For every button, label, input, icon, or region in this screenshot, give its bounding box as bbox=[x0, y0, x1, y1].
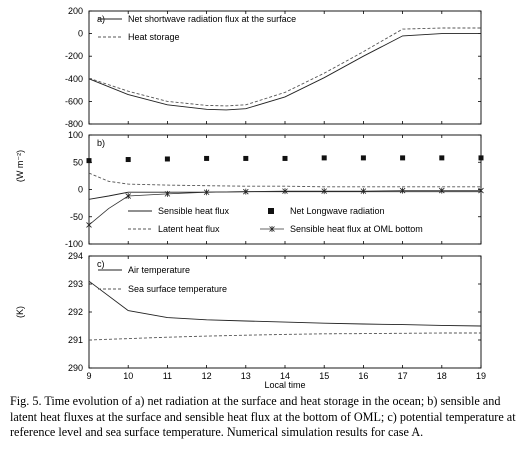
data-point bbox=[243, 155, 249, 161]
y-tick-label: -600 bbox=[65, 96, 83, 106]
y-tick-label: 50 bbox=[73, 157, 83, 167]
x-axis-label: Local time bbox=[264, 380, 305, 390]
x-tick-label: 12 bbox=[202, 371, 212, 381]
x-tick-label: 11 bbox=[163, 371, 172, 381]
data-point bbox=[360, 188, 367, 195]
data-point bbox=[282, 155, 288, 161]
y-tick-label: -200 bbox=[65, 51, 83, 61]
panel-label: b) bbox=[97, 138, 105, 148]
x-tick-label: 14 bbox=[280, 371, 290, 381]
data-point bbox=[164, 190, 171, 197]
y-tick-label: 100 bbox=[68, 130, 83, 140]
data-point bbox=[478, 187, 484, 194]
series-sensible-heat-flux-at-oml-bottom bbox=[86, 187, 484, 228]
y-tick-label: 292 bbox=[68, 307, 83, 317]
series-air-temperature bbox=[88, 280, 482, 327]
y-tick-label: 290 bbox=[68, 363, 83, 373]
y-tick-label: 200 bbox=[68, 6, 83, 16]
legend-marker bbox=[269, 226, 275, 232]
panel-label: c) bbox=[97, 259, 105, 269]
plot-frame bbox=[88, 10, 482, 125]
legend-label: Latent heat flux bbox=[158, 224, 220, 234]
legend-label: Air temperature bbox=[128, 265, 190, 275]
x-tick-label: 15 bbox=[319, 371, 329, 381]
series-line bbox=[88, 33, 481, 111]
series-line bbox=[88, 172, 481, 188]
legend-label: Heat storage bbox=[128, 32, 180, 42]
legend-entry: Latent heat flux bbox=[128, 224, 220, 234]
y-tick-label: 0 bbox=[78, 29, 83, 39]
legend-entry: Air temperature bbox=[98, 265, 190, 275]
x-tick-label: 13 bbox=[241, 371, 251, 381]
data-point bbox=[243, 188, 249, 195]
data-point bbox=[439, 187, 445, 194]
data-point bbox=[321, 155, 327, 161]
x-tick-label: 9 bbox=[86, 371, 91, 381]
data-point bbox=[400, 155, 406, 161]
series-line bbox=[88, 27, 481, 107]
legend-entry: Net Longwave radiation bbox=[268, 206, 385, 216]
series-line bbox=[88, 280, 482, 327]
y-tick-label: 293 bbox=[68, 279, 83, 289]
data-point bbox=[439, 155, 445, 161]
figure-caption: Fig. 5. Time evolution of a) net radiati… bbox=[10, 394, 516, 439]
data-point bbox=[164, 156, 170, 162]
data-point bbox=[203, 189, 210, 196]
legend-entry: Sensible heat flux at OML bottom bbox=[260, 224, 423, 234]
y-tick-label: -400 bbox=[65, 74, 83, 84]
series-line bbox=[88, 332, 481, 341]
y-tick-label: -800 bbox=[65, 119, 83, 129]
shared-y-axis-label: (W m⁻²) bbox=[15, 150, 25, 182]
x-tick-label: 19 bbox=[476, 371, 486, 381]
legend-entry: Sea surface temperature bbox=[98, 284, 227, 294]
legend-label: Sensible heat flux at OML bottom bbox=[290, 224, 423, 234]
legend-label: Sea surface temperature bbox=[128, 284, 227, 294]
legend-label: Net Longwave radiation bbox=[290, 206, 385, 216]
series-line bbox=[88, 190, 481, 226]
legend-label: Net shortwave radiation flux at the surf… bbox=[128, 14, 296, 24]
legend-entry: Heat storage bbox=[98, 32, 180, 42]
series-sea-surface-temperature bbox=[88, 332, 481, 341]
y-tick-label: -50 bbox=[70, 212, 83, 222]
x-tick-label: 16 bbox=[358, 371, 368, 381]
data-point bbox=[321, 188, 327, 195]
data-point bbox=[478, 155, 484, 161]
data-point bbox=[125, 193, 131, 200]
data-point bbox=[360, 155, 366, 161]
data-point bbox=[125, 157, 131, 163]
legend-marker bbox=[268, 208, 274, 214]
series-net-longwave-radiation bbox=[86, 155, 484, 164]
panel-b: 100 50 0 -50 -100 b) Sensible heat flux Latent … bbox=[65, 130, 484, 249]
x-tick-label: 18 bbox=[437, 371, 447, 381]
data-point bbox=[86, 221, 92, 228]
y-axis-label: (K) bbox=[15, 306, 25, 318]
legend-entry: Net shortwave radiation flux at the surf… bbox=[98, 14, 296, 24]
y-tick-label: -100 bbox=[65, 239, 83, 249]
x-tick-label: 10 bbox=[123, 371, 133, 381]
data-point bbox=[86, 158, 92, 164]
x-tick-label: 17 bbox=[398, 371, 408, 381]
data-point bbox=[204, 155, 210, 161]
series-latent-heat-flux bbox=[88, 172, 481, 188]
data-point bbox=[399, 187, 406, 194]
y-tick-label: 0 bbox=[78, 185, 83, 195]
y-tick-label: 291 bbox=[68, 335, 83, 345]
data-point bbox=[282, 188, 288, 195]
series-heat-storage bbox=[88, 27, 481, 107]
series-net-shortwave-radiation-flux-at-the-surface bbox=[88, 33, 481, 111]
y-tick-label: 294 bbox=[68, 251, 83, 261]
legend-label: Sensible heat flux bbox=[158, 206, 230, 216]
legend-entry: Sensible heat flux bbox=[128, 206, 230, 216]
